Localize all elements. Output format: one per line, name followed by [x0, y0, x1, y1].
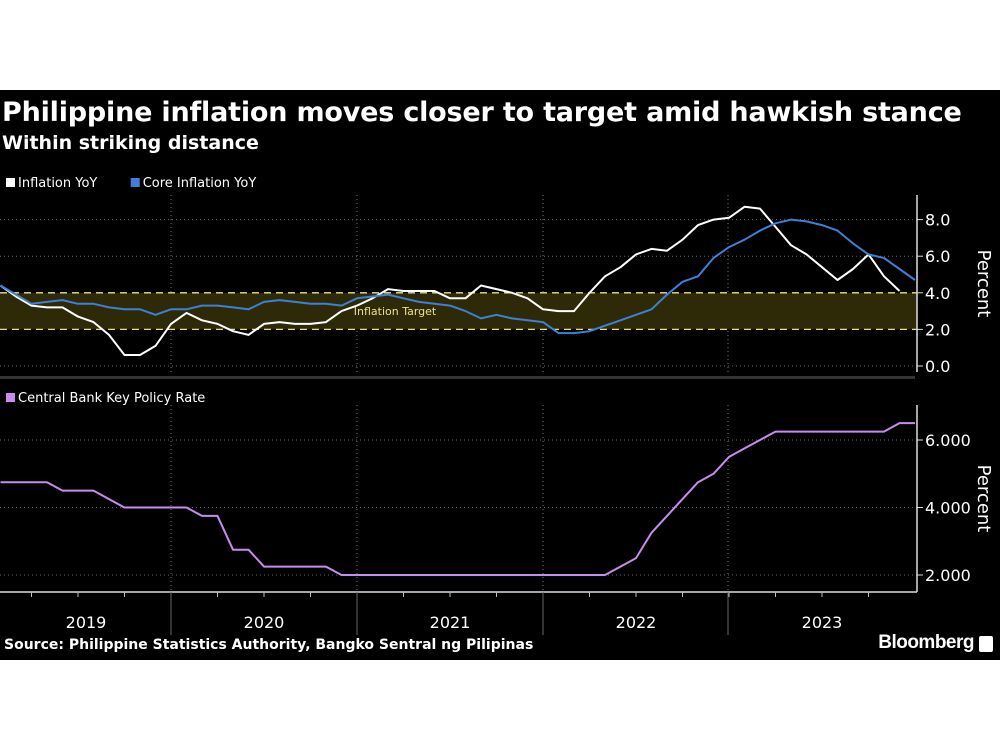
x-tick-label: 2022	[616, 613, 657, 632]
y-tick-label: 2.000	[925, 566, 971, 585]
legend-label: Core Inflation YoY	[143, 176, 257, 191]
bloomberg-icon	[979, 636, 993, 652]
band-label: Inflation Target	[354, 305, 437, 318]
y-axis-label: Percent	[973, 250, 994, 318]
y-tick-label: 6.000	[925, 431, 971, 450]
chart-panel	[0, 90, 1000, 660]
y-tick-label: 0.0	[925, 357, 950, 376]
x-tick-label: 2020	[244, 613, 285, 632]
y-tick-label: 8.0	[925, 211, 950, 230]
bloomberg-logo: Bloomberg	[878, 632, 974, 653]
y-tick-label: 6.0	[925, 247, 950, 266]
panel-separator	[0, 376, 915, 379]
legend-swatch	[6, 178, 15, 187]
series-line-core-inflation-yoy	[0, 218, 916, 335]
legend-label: Inflation YoY	[18, 176, 97, 191]
legend-swatch	[130, 178, 140, 187]
y-tick-label: 4.0	[925, 284, 950, 303]
x-tick-label: 2023	[802, 613, 843, 632]
series-line-central-bank-key-policy-rate	[0, 422, 915, 576]
series-line-inflation-yoy	[0, 205, 901, 356]
y-axis-label: Percent	[973, 465, 994, 533]
chart-subtitle: Within striking distance	[2, 132, 259, 154]
y-tick-label: 2.0	[925, 320, 950, 339]
legend-label: Central Bank Key Policy Rate	[18, 391, 205, 406]
legend-swatch	[6, 393, 15, 402]
source-note: Source: Philippine Statistics Authority,…	[4, 637, 534, 653]
chart-title: Philippine inflation moves closer to tar…	[2, 97, 962, 128]
x-tick-label: 2019	[66, 613, 107, 632]
y-tick-label: 4.000	[925, 499, 971, 518]
x-tick-label: 2021	[430, 613, 471, 632]
